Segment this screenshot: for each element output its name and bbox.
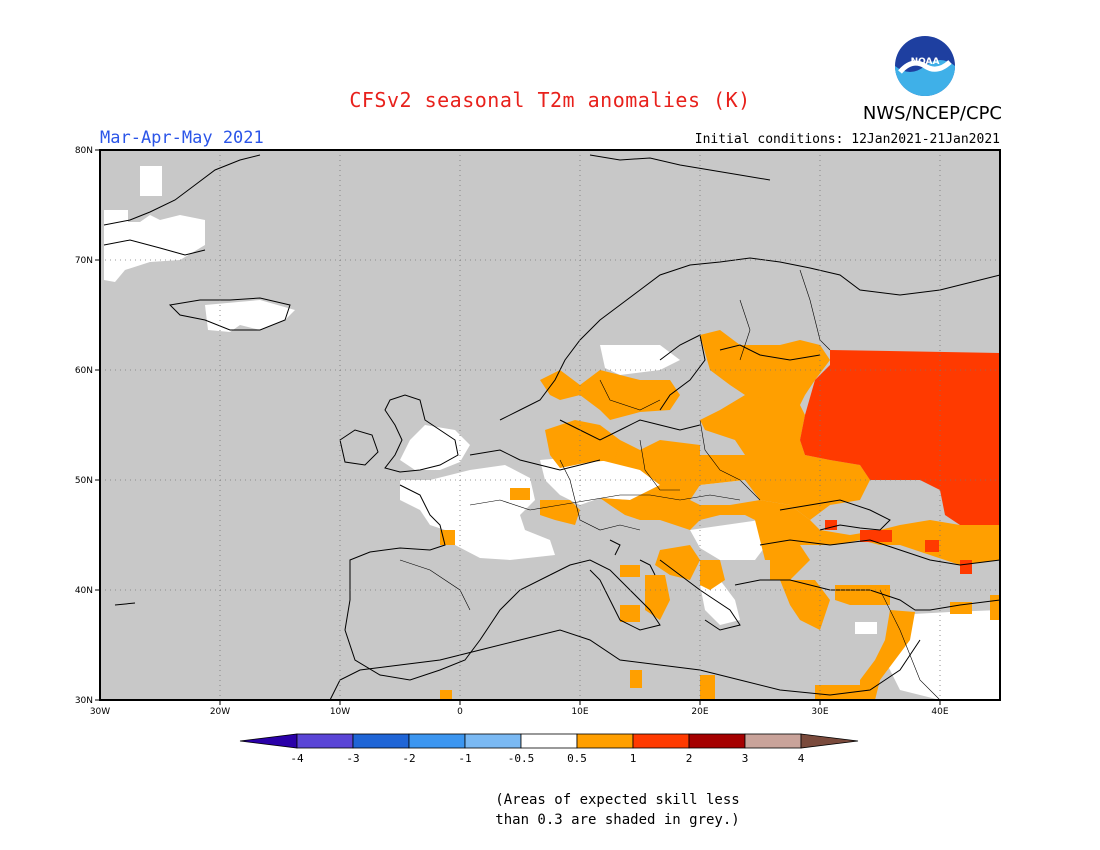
lon-label: 0 [457,707,463,717]
noaa-logo: NOAA [895,36,955,96]
colorbar-label: 1 [630,752,637,765]
colorbar-label: -4 [290,752,304,765]
colorbar-label: 4 [798,752,805,765]
colorbar-label: -3 [346,752,359,765]
lon-label: 20E [691,707,708,717]
colorbar [239,733,859,749]
colorbar-segment [688,733,746,749]
colorbar-upper-arrow [800,733,859,749]
agency-label: NWS/NCEP/CPC [862,103,1002,124]
initial-conditions-label: Initial conditions: 12Jan2021-21Jan2021 [694,132,1000,147]
colorbar-label: 0.5 [567,752,587,765]
logo-text: NOAA [911,57,940,67]
colorbar-label: 3 [742,752,749,765]
lon-label: 10E [571,707,588,717]
tick-marks [95,149,941,705]
colorbar-segment [464,733,522,749]
map-title: CFSv2 seasonal T2m anomalies (K) [349,88,751,112]
lat-label: 70N [75,256,93,266]
lat-label: 30N [75,696,93,706]
skill-note-line1: (Areas of expected skill less [495,792,740,808]
colorbar-segment [352,733,410,749]
colorbar-label: -1 [458,752,471,765]
colorbar-segment [408,733,466,749]
colorbar-segment [744,733,802,749]
colorbar-label: 2 [686,752,693,765]
lat-label: 80N [75,146,93,156]
colorbar-segment [576,733,634,749]
graticule [100,150,1000,700]
skill-note-line2: than 0.3 are shaded in grey.) [495,812,740,828]
lon-label: 40E [931,707,948,717]
colorbar-segment [632,733,690,749]
anomaly-1-2-regions [800,350,1000,574]
map-frame [99,149,1001,701]
lon-label: 30W [90,707,110,717]
season-label: Mar-Apr-May 2021 [100,128,264,148]
colorbar-lower-arrow [239,733,298,749]
colorbar-segment [520,733,578,749]
colorbar-label: -0.5 [508,752,535,765]
lon-label: 30E [811,707,828,717]
colorbar-segment [296,733,354,749]
lat-label: 50N [75,476,93,486]
colorbar-labels: -4 -3 -2 -1 -0.5 0.5 1 2 3 4 [290,752,804,765]
lat-label: 40N [75,586,93,596]
neutral-anomaly-regions [104,166,1000,700]
lon-label: 10W [330,707,350,717]
coastlines [103,154,1001,701]
lon-axis-labels: 30W 20W 10W 0 10E 20E 30E 40E [90,707,949,717]
lat-label: 60N [75,366,93,376]
lat-axis-labels: 80N 70N 60N 50N 40N 30N [75,146,93,706]
lon-label: 20W [210,707,230,717]
colorbar-label: -2 [402,752,415,765]
